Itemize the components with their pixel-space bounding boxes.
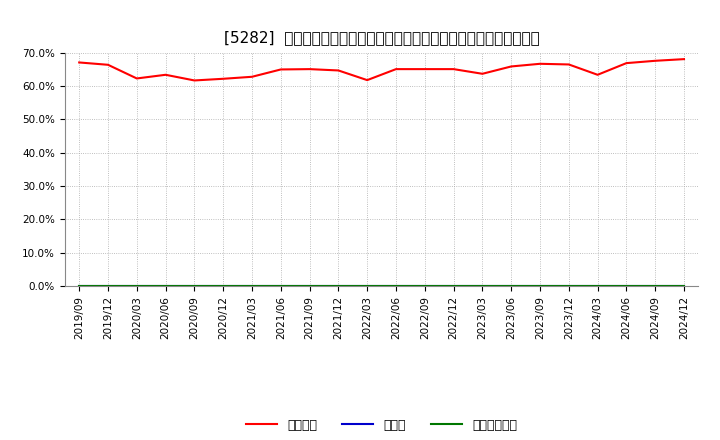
のれん [651, 283, 660, 289]
のれん [392, 283, 400, 289]
自己資本 [363, 77, 372, 83]
自己資本 [507, 64, 516, 69]
自己資本 [449, 66, 458, 72]
のれん [622, 283, 631, 289]
自己資本 [75, 60, 84, 65]
繰延税金資産 [680, 283, 688, 289]
自己資本 [564, 62, 573, 67]
繰延税金資産 [449, 283, 458, 289]
Legend: 自己資本, のれん, 繰延税金資産: 自己資本, のれん, 繰延税金資産 [241, 414, 522, 436]
繰延税金資産 [132, 283, 141, 289]
繰延税金資産 [276, 283, 285, 289]
Title: [5282]  自己資本、のれん、繰延税金資産の総資産に対する比率の推移: [5282] 自己資本、のれん、繰延税金資産の総資産に対する比率の推移 [224, 29, 539, 45]
繰延税金資産 [363, 283, 372, 289]
Line: 自己資本: 自己資本 [79, 59, 684, 81]
のれん [75, 283, 84, 289]
のれん [248, 283, 256, 289]
自己資本 [334, 68, 343, 73]
繰延税金資産 [305, 283, 314, 289]
繰延税金資産 [536, 283, 544, 289]
自己資本 [593, 72, 602, 77]
自己資本 [622, 60, 631, 66]
自己資本 [248, 74, 256, 80]
のれん [478, 283, 487, 289]
自己資本 [190, 78, 199, 83]
のれん [564, 283, 573, 289]
自己資本 [305, 66, 314, 72]
繰延税金資産 [651, 283, 660, 289]
のれん [334, 283, 343, 289]
のれん [104, 283, 112, 289]
のれん [190, 283, 199, 289]
自己資本 [276, 67, 285, 72]
のれん [593, 283, 602, 289]
のれん [449, 283, 458, 289]
繰延税金資産 [190, 283, 199, 289]
のれん [219, 283, 228, 289]
自己資本 [680, 56, 688, 62]
繰延税金資産 [334, 283, 343, 289]
繰延税金資産 [564, 283, 573, 289]
自己資本 [392, 66, 400, 72]
繰延税金資産 [593, 283, 602, 289]
繰延税金資産 [507, 283, 516, 289]
自己資本 [651, 58, 660, 63]
のれん [536, 283, 544, 289]
自己資本 [104, 62, 112, 67]
繰延税金資産 [392, 283, 400, 289]
繰延税金資産 [420, 283, 429, 289]
自己資本 [536, 61, 544, 66]
自己資本 [420, 66, 429, 72]
繰延税金資産 [75, 283, 84, 289]
のれん [276, 283, 285, 289]
繰延税金資産 [219, 283, 228, 289]
のれん [680, 283, 688, 289]
繰延税金資産 [248, 283, 256, 289]
のれん [305, 283, 314, 289]
繰延税金資産 [478, 283, 487, 289]
繰延税金資産 [104, 283, 112, 289]
繰延税金資産 [622, 283, 631, 289]
自己資本 [478, 71, 487, 77]
のれん [420, 283, 429, 289]
のれん [132, 283, 141, 289]
のれん [161, 283, 170, 289]
のれん [507, 283, 516, 289]
自己資本 [161, 72, 170, 77]
繰延税金資産 [161, 283, 170, 289]
自己資本 [219, 76, 228, 81]
のれん [363, 283, 372, 289]
自己資本 [132, 76, 141, 81]
